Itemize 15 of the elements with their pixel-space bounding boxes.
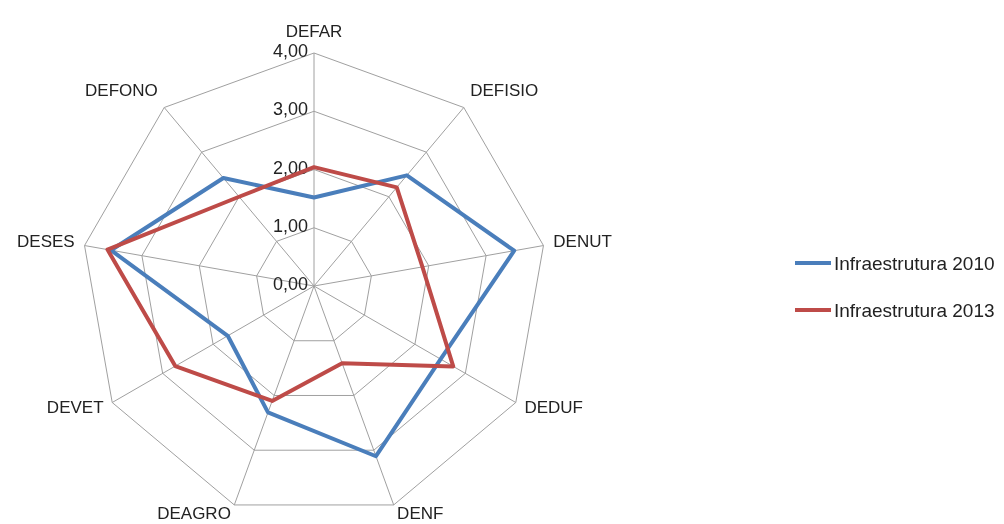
spoke-label: DENUT — [553, 232, 612, 252]
y-tick-label: 0,00 — [272, 274, 308, 294]
spoke-label: DEDUF — [524, 397, 584, 417]
spoke-label: DEAGRO — [157, 503, 231, 523]
y-tick-label: 1,00 — [272, 215, 308, 236]
legend-label: Infraestrutura 2010 — [834, 253, 995, 274]
spoke-label: DEVET — [46, 397, 104, 417]
spoke-label: DENF — [397, 503, 444, 523]
spoke-label: DEFONO — [85, 81, 158, 101]
spoke-label: DEFISIO — [470, 81, 539, 101]
spoke-label: DESES — [17, 232, 75, 252]
spoke-label: DEFAR — [285, 21, 343, 41]
y-tick-label: 4,00 — [272, 41, 308, 61]
legend-label: Infraestrutura 2013 — [834, 300, 995, 321]
y-tick-label: 3,00 — [272, 99, 308, 120]
